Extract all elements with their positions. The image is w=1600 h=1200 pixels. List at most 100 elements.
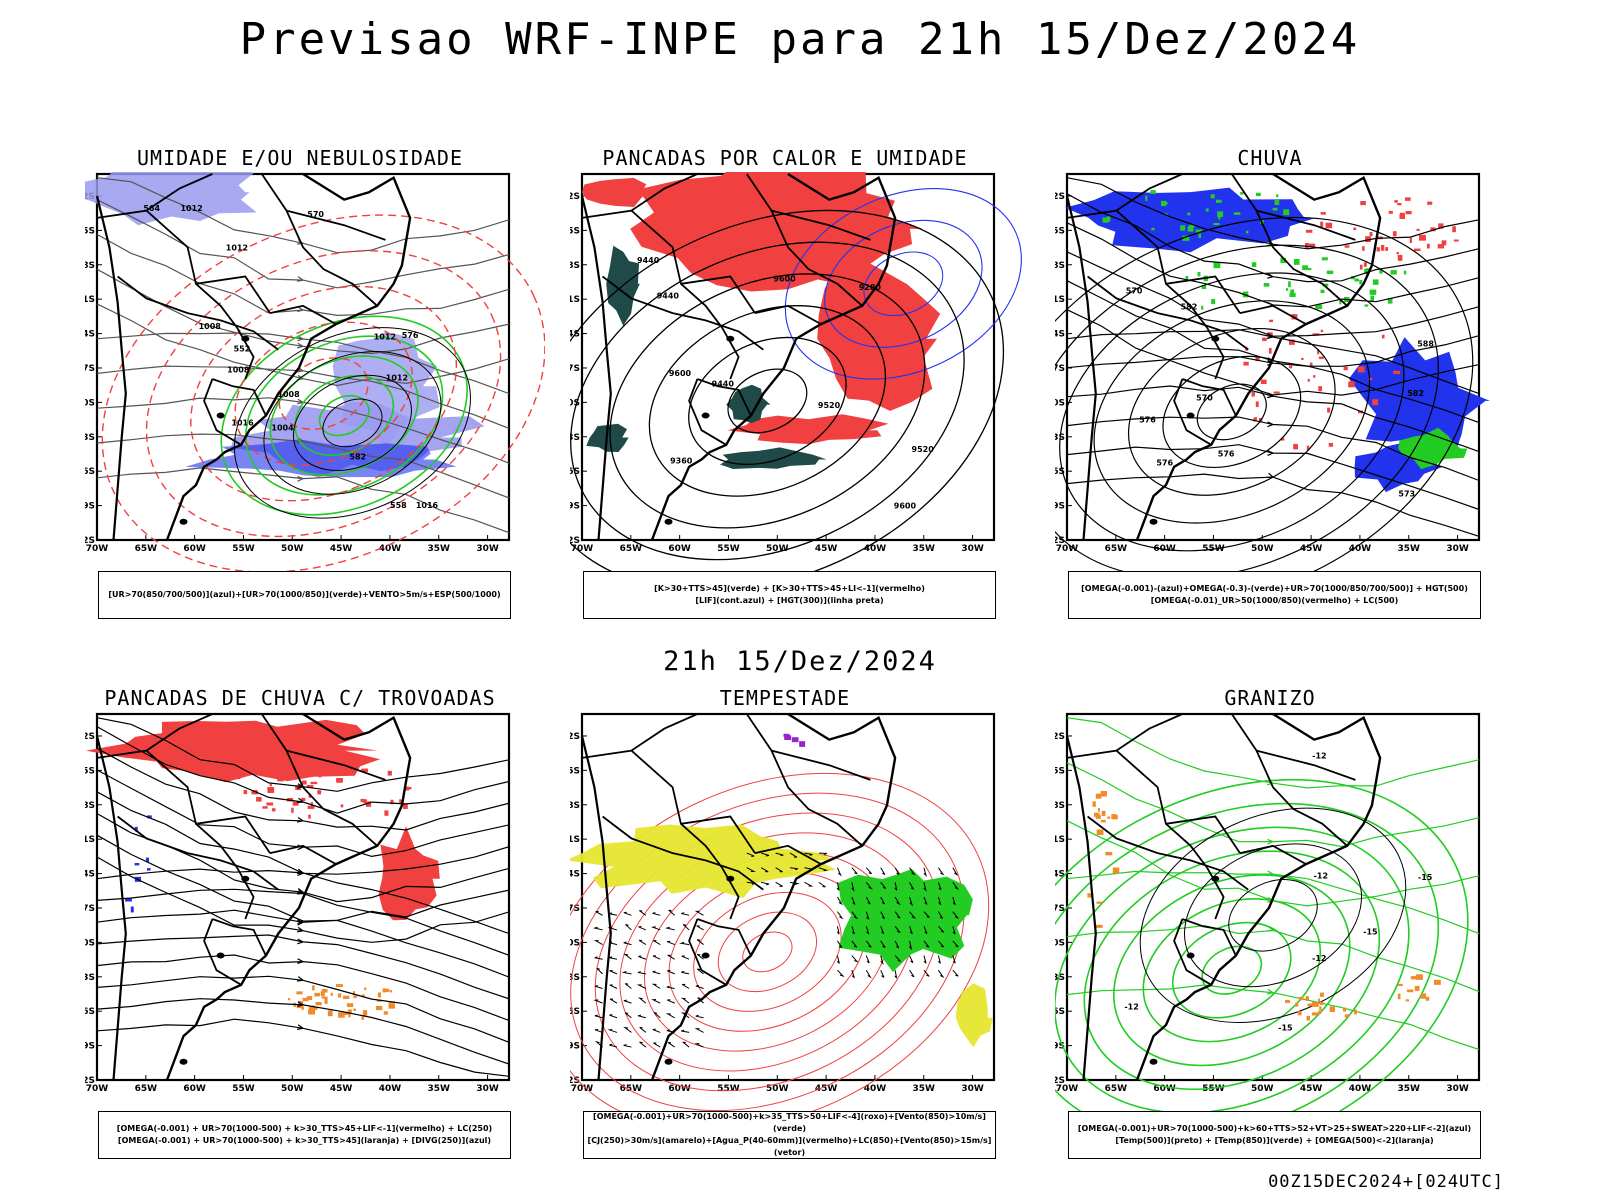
wind-vector: [880, 882, 887, 889]
storm-speckle-red: [390, 799, 394, 805]
storm-speckle-orange: [321, 996, 328, 999]
wind-vector: [680, 997, 690, 1004]
lake-marker: [1211, 875, 1220, 882]
andes-border: [1065, 195, 1097, 541]
storm-speckle-red: [251, 790, 258, 795]
divergence-speckle-blue: [125, 898, 132, 902]
rain-speckle-red: [1288, 365, 1293, 369]
wind-vector: [909, 926, 913, 935]
panel-granizo: GRANIZO 12S 15S 18S 21S 24S 27S 30S 33S 36S 39S 42…: [1055, 686, 1525, 1166]
wind-vector: [894, 911, 901, 919]
wind-vector: [923, 940, 930, 948]
wind-vector: [681, 1029, 690, 1033]
wind-vector: [653, 1012, 661, 1019]
contour-label: 1008: [277, 390, 300, 399]
wind-vector: [894, 867, 900, 876]
rain-speckle-green: [1354, 279, 1360, 282]
contour-label: -12: [1312, 954, 1326, 963]
rain-speckle-red: [1416, 228, 1420, 231]
lon-label: 60W: [1153, 1084, 1176, 1094]
lat-label: 15S: [85, 226, 95, 236]
country-border: [746, 713, 863, 847]
omega-speckle-orange: [1410, 976, 1417, 980]
rain-speckle-green: [1326, 270, 1334, 275]
omega-speckle-orange: [1397, 993, 1401, 1000]
rain-speckle-red: [1320, 329, 1324, 333]
rain-speckle-green: [1288, 281, 1291, 288]
wind-vector: [775, 852, 784, 857]
storm-speckle-red: [277, 778, 284, 782]
rain-speckle-red: [1381, 334, 1385, 339]
omega-speckle-orange: [1095, 924, 1103, 928]
omega-speckle-orange: [1092, 801, 1096, 807]
temp850-line: [1066, 762, 1480, 848]
convection-area-teal: [726, 384, 771, 424]
rain-speckle-red: [1260, 379, 1267, 384]
rain-speckle-green: [1289, 292, 1296, 298]
wind-vector: [865, 969, 872, 979]
omega-speckle-orange: [1087, 893, 1094, 898]
wind-vector: [667, 969, 675, 975]
storm-speckle-orange: [362, 1010, 368, 1016]
rain-speckle-red: [1438, 223, 1444, 229]
lat-label: 24S: [85, 330, 95, 340]
wind-vector: [865, 926, 870, 935]
wind-vector: [952, 940, 959, 948]
wind-vector: [952, 969, 959, 977]
rain-speckle-green: [1321, 257, 1328, 261]
streamline-arrow: [1266, 988, 1274, 995]
panel-tempestade: TEMPESTADE 12S 15S 18S 21S 24S 27S 30S 33S 36S 39…: [570, 686, 1040, 1166]
rain-speckle-green: [1290, 289, 1295, 294]
lat-label: 39S: [85, 1042, 95, 1052]
wind-vector: [650, 926, 661, 931]
country-border: [96, 713, 213, 759]
country-border: [697, 918, 752, 956]
lon-label: 45W: [1300, 544, 1323, 554]
storm-speckle-orange: [348, 1011, 351, 1018]
rain-speckle-red: [1301, 357, 1304, 360]
wind-vector: [937, 969, 945, 979]
lon-label: 65W: [1105, 1084, 1128, 1094]
wind-vector: [880, 896, 886, 905]
hgt300-contour: [570, 209, 1005, 572]
rain-speckle-green: [1294, 259, 1300, 265]
rain-speckle-green: [1390, 270, 1397, 275]
rain-speckle-red: [1397, 203, 1402, 206]
thickness-contour: [234, 321, 413, 466]
streamline-arrow: [1267, 870, 1274, 877]
divergence-speckle-blue: [130, 906, 134, 913]
country-border: [1231, 713, 1348, 847]
panel-chuva: CHUVA 12S15S18S21S24S27S30S33S36S39S42S7…: [1055, 146, 1525, 626]
rain-speckle-red: [1328, 443, 1333, 447]
wind-vector: [880, 867, 886, 875]
temp850-contour: [1083, 850, 1381, 1091]
streamline-arrow: [297, 342, 304, 349]
contour-label: 9440: [712, 380, 735, 389]
divergence-speckle-blue: [147, 868, 151, 871]
lat-label: 15S: [85, 766, 95, 776]
country-border: [286, 209, 386, 241]
panel-trovoadas: PANCADAS DE CHUVA C/ TROVOADAS 12S 15S 18S…: [85, 686, 555, 1166]
lat-label: 36S: [1055, 1007, 1065, 1017]
country-border: [1239, 304, 1307, 325]
storm-speckle-orange: [327, 1010, 333, 1017]
wind-vector: [653, 940, 661, 946]
wind-vector: [909, 896, 914, 907]
wind-vector: [851, 940, 858, 948]
wind-vector: [594, 985, 603, 989]
rain-speckle-green: [1370, 295, 1374, 302]
panel-title: CHUVA: [1237, 146, 1303, 170]
wind-vector: [804, 852, 813, 856]
lon-label: 50W: [766, 1084, 789, 1094]
omega-speckle-orange: [1105, 852, 1113, 856]
legend-box: [OMEGA(-0.001)+UR>70(1000-500)+k>60+TTS>…: [1068, 1111, 1481, 1159]
instability-speckle-purple: [783, 733, 790, 737]
rain-speckle-green: [1246, 230, 1249, 234]
wind-vector: [937, 955, 941, 964]
wind-vector: [760, 867, 769, 873]
rain-speckle-green: [1283, 209, 1290, 216]
wind-vector: [594, 956, 603, 960]
storm-speckle-orange: [315, 1002, 322, 1006]
omega-speckle-orange: [1285, 999, 1290, 1004]
wind-vector: [681, 912, 690, 916]
